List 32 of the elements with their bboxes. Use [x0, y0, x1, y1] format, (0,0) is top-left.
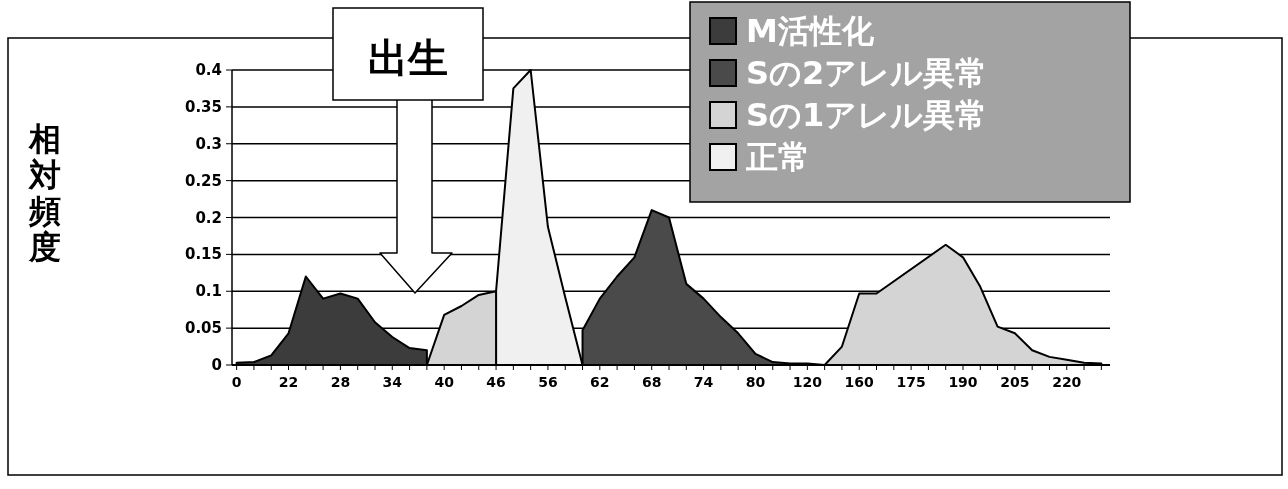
- y-tick-label: 0.35: [184, 97, 222, 116]
- legend-label: 正常: [745, 138, 810, 176]
- x-tick-label: 28: [330, 374, 351, 390]
- x-tick-label: 220: [1052, 374, 1082, 390]
- x-tick-label: 74: [693, 374, 714, 390]
- x-tick-label: 56: [538, 374, 558, 390]
- x-tick-label: 40: [434, 374, 455, 390]
- legend-label: M活性化: [746, 12, 875, 50]
- y-tick-label: 0.15: [184, 245, 222, 264]
- x-tick-label: 205: [1000, 374, 1030, 390]
- y-tick-label: 0.4: [195, 61, 222, 79]
- y-tick-label: 0.2: [195, 208, 222, 227]
- x-tick-label: 0: [231, 374, 242, 390]
- y-tick-label: 0.05: [184, 319, 222, 338]
- y-tick-label: 0.3: [195, 134, 222, 153]
- x-tick-label: 22: [278, 374, 299, 390]
- y-tick-label: 0.25: [184, 171, 222, 190]
- x-tick-label: 46: [486, 374, 506, 390]
- x-tick-label: 80: [745, 374, 766, 390]
- y-tick-label: 0: [211, 356, 222, 374]
- y-tick-label: 0.1: [195, 282, 222, 301]
- legend-label: Sの2アレル異常: [746, 54, 988, 92]
- x-tick-label: 62: [590, 374, 610, 390]
- y-axis-title: 相対頻度: [28, 120, 61, 266]
- x-tick-label: 68: [641, 374, 662, 390]
- x-tick-label: 190: [948, 374, 978, 390]
- annotation: 出生: [368, 35, 448, 81]
- x-tick-label: 34: [382, 374, 403, 390]
- x-tick-label: 160: [844, 374, 875, 390]
- legend-label: Sの1アレル異常: [746, 96, 988, 134]
- x-tick-label: 120: [792, 374, 823, 390]
- x-tick-label: 175: [896, 374, 926, 390]
